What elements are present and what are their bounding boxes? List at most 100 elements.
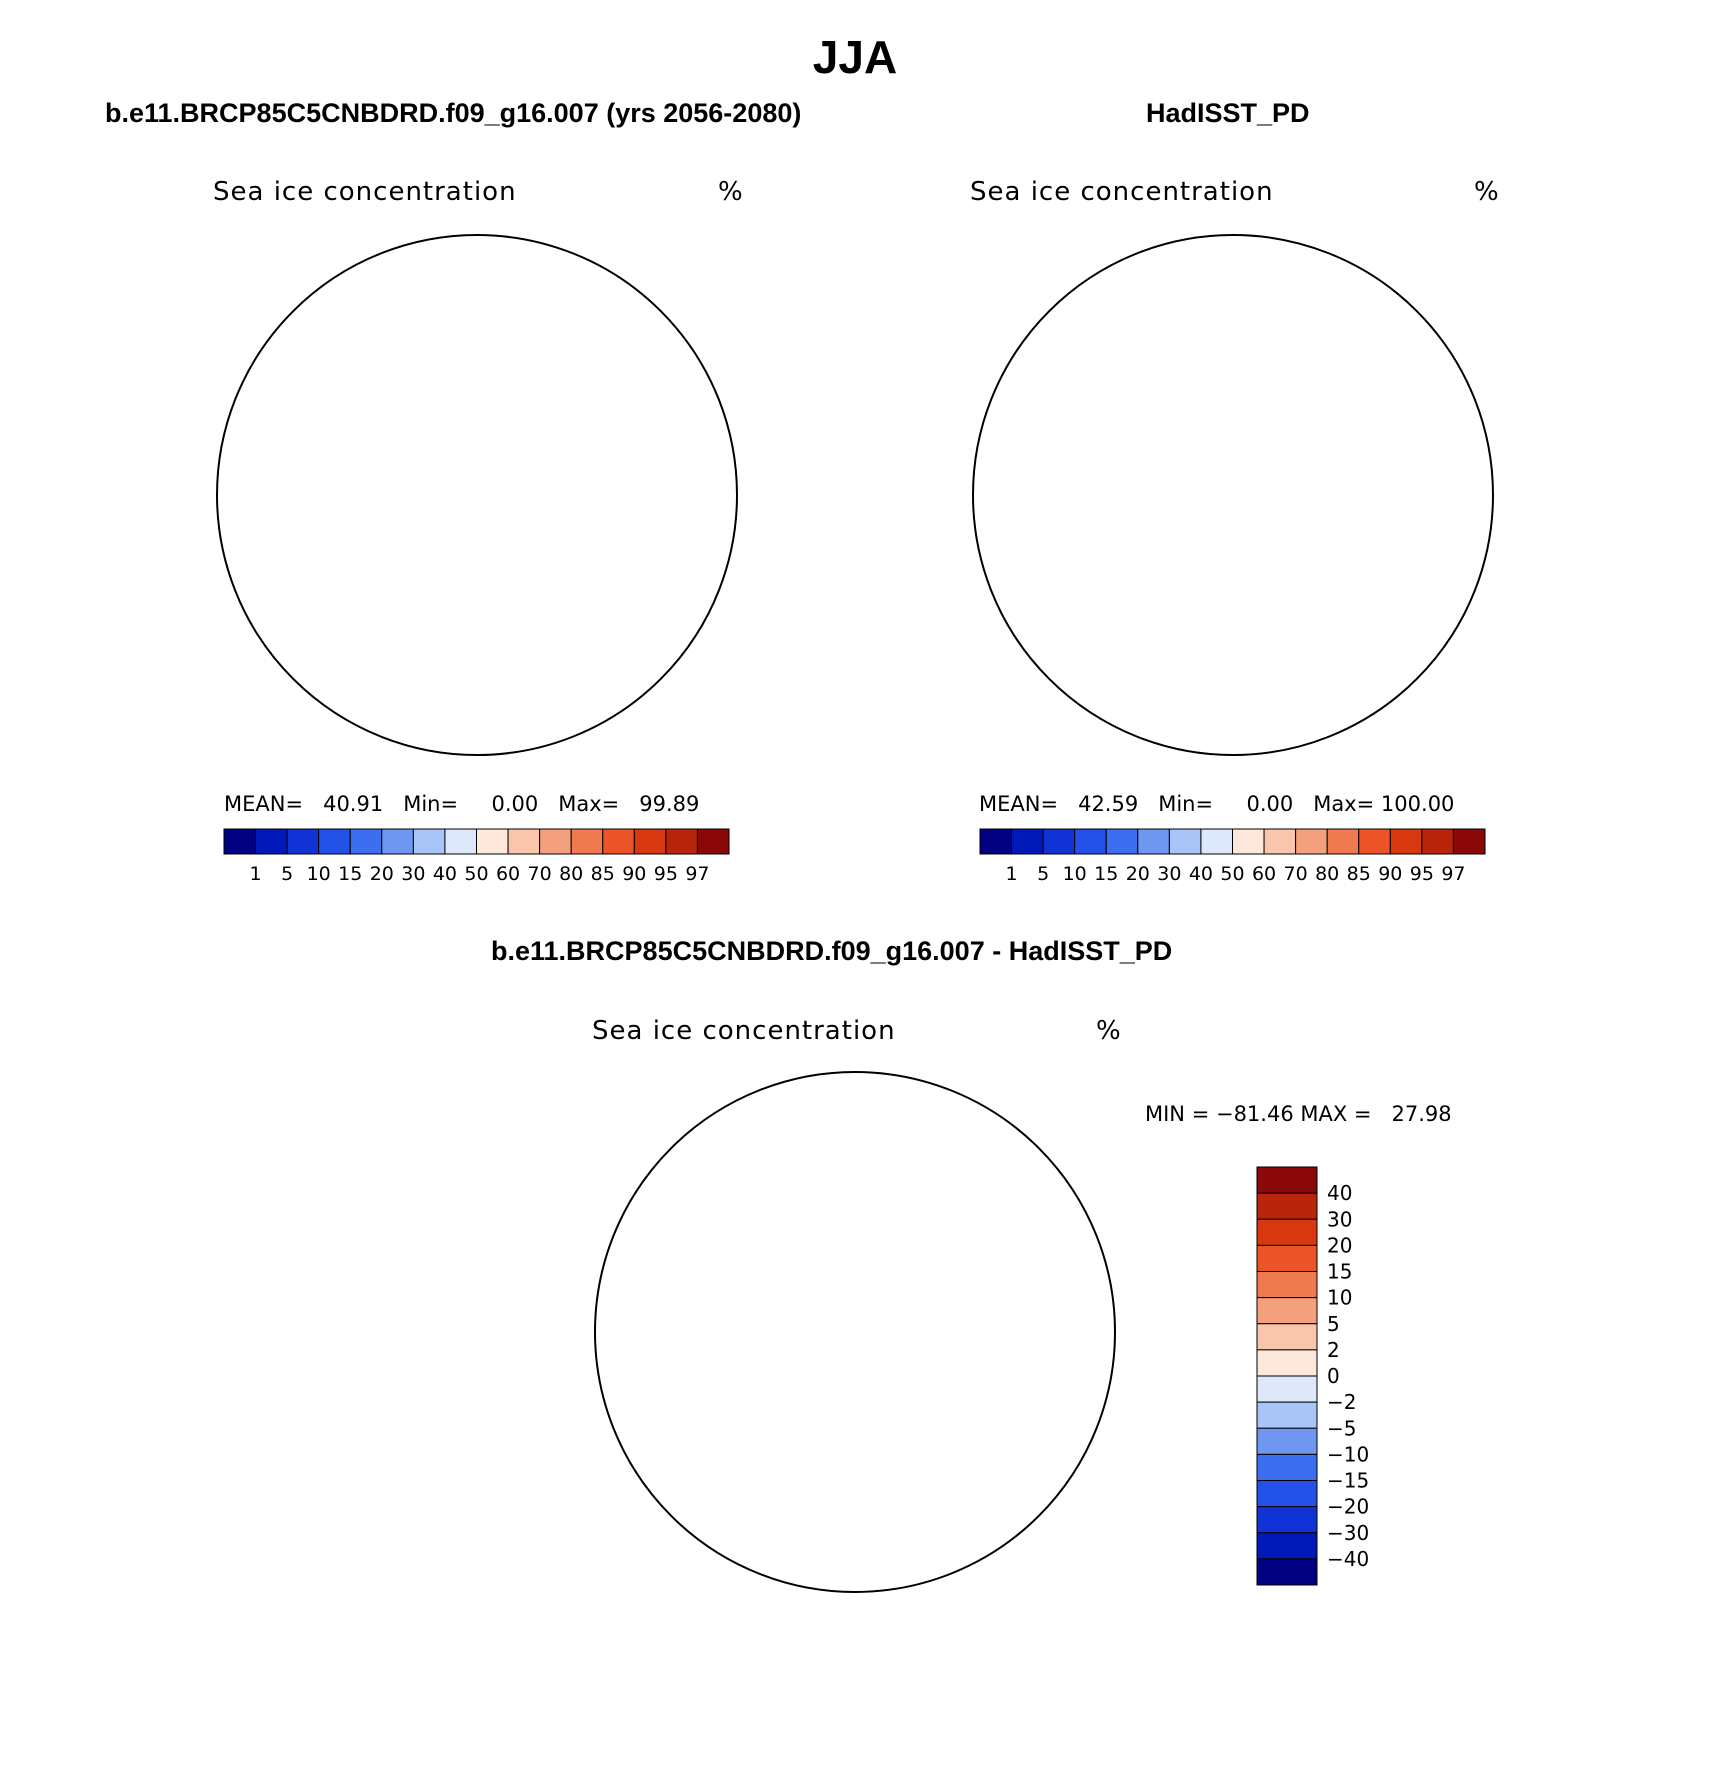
diff-colorbar-tick-label: 10: [1327, 1286, 1352, 1310]
obs-panel-title: HadISST_PD: [1146, 98, 1310, 128]
model-colorbar-box: [349, 828, 383, 855]
obs-colorbar-tick-label: 90: [1378, 863, 1402, 885]
model-colorbar-tick-label: 20: [370, 863, 394, 885]
obs-colorbar-tick-label: 70: [1284, 863, 1308, 885]
obs-colorbar-box: [1421, 828, 1454, 855]
diff-colorbar-box: [1256, 1480, 1318, 1508]
diff-colorbar-tick-label: −15: [1327, 1469, 1369, 1493]
diff-colorbar-box: [1256, 1166, 1318, 1194]
diff-min-max: MIN = −81.46 MAX = 27.98: [1145, 1102, 1452, 1126]
diff-colorbar-tick-label: −5: [1327, 1416, 1356, 1440]
model-colorbar: 1 5 10 15 20 30 40 50 60 70 80 85 90 95 97: [223, 828, 730, 885]
diff-colorbar-box: [1256, 1375, 1318, 1403]
model-colorbar-tick-label: 1: [250, 863, 262, 885]
model-colorbar-tick-label: 70: [528, 863, 552, 885]
obs-colorbar-box: [1042, 828, 1076, 855]
obs-colorbar-tick-label: 97: [1441, 863, 1465, 885]
diff-panel-title: b.e11.BRCP85C5CNBDRD.f09_g16.007 - HadIS…: [491, 936, 1173, 966]
obs-colorbar-tick-label: 20: [1126, 863, 1150, 885]
diff-colorbar-box: [1256, 1558, 1318, 1586]
obs-colorbar-box: [1105, 828, 1139, 855]
model-colorbar-box: [223, 828, 257, 855]
diff-colorbar-box: [1256, 1506, 1318, 1534]
obs-colorbar-box: [1074, 828, 1107, 855]
diff-colorbar-tick-label: 15: [1327, 1260, 1352, 1284]
obs-polar-map: [972, 234, 1494, 756]
obs-colorbar-box: [1295, 828, 1328, 855]
main-title: JJA: [812, 31, 898, 83]
diff-unit-label: %: [1096, 1016, 1121, 1046]
model-colorbar-tick-label: 40: [433, 863, 457, 885]
obs-stats: MEAN= 42.59 Min= 0.00 Max= 100.00: [979, 792, 1455, 816]
diff-colorbar-tick-label: −10: [1327, 1442, 1369, 1466]
model-colorbar-tick-label: 50: [464, 863, 488, 885]
obs-colorbar-tick-label: 95: [1410, 863, 1434, 885]
obs-colorbar-box: [1452, 828, 1486, 855]
model-colorbar-tick-label: 60: [496, 863, 520, 885]
diff-colorbar-tick-label: −2: [1327, 1390, 1356, 1414]
model-colorbar-box: [696, 828, 730, 855]
model-colorbar-box: [476, 828, 509, 855]
obs-colorbar-box: [1263, 828, 1297, 855]
diff-colorbar-box: [1256, 1218, 1318, 1246]
model-colorbar-tick-label: 95: [654, 863, 678, 885]
obs-colorbar-tick-label: 85: [1347, 863, 1371, 885]
diff-variable-label: Sea ice concentration: [592, 1016, 896, 1046]
model-colorbar-box: [665, 828, 698, 855]
model-colorbar-tick-label: 10: [307, 863, 331, 885]
diff-colorbar-box: [1256, 1349, 1318, 1377]
model-colorbar-tick-label: 5: [281, 863, 293, 885]
obs-variable-label: Sea ice concentration: [970, 177, 1274, 207]
model-colorbar-tick-label: 80: [559, 863, 583, 885]
diff-colorbar-tick-label: 40: [1327, 1181, 1352, 1205]
obs-colorbar-tick-label: 50: [1220, 863, 1244, 885]
obs-colorbar-tick-label: 15: [1094, 863, 1118, 885]
diff-colorbar-box: [1256, 1297, 1318, 1325]
model-colorbar-box: [602, 828, 635, 855]
model-colorbar-box: [633, 828, 667, 855]
diff-colorbar-box: [1256, 1271, 1318, 1299]
model-colorbar-tick-label: 85: [591, 863, 615, 885]
model-colorbar-box: [570, 828, 604, 855]
diff-colorbar-tick-label: 30: [1327, 1207, 1352, 1231]
model-colorbar-box: [539, 828, 572, 855]
diff-colorbar-tick-label: −30: [1327, 1521, 1369, 1545]
diff-colorbar-box: [1256, 1532, 1318, 1560]
obs-colorbar-box: [1358, 828, 1391, 855]
model-colorbar-box: [255, 828, 288, 855]
obs-colorbar-box: [1137, 828, 1170, 855]
diff-colorbar-box: [1256, 1244, 1318, 1272]
diff-colorbar-box: [1256, 1453, 1318, 1481]
model-colorbar-tick-label: 15: [338, 863, 362, 885]
model-variable-label: Sea ice concentration: [213, 177, 517, 207]
obs-colorbar-tick-label: 80: [1315, 863, 1339, 885]
model-panel-title: b.e11.BRCP85C5CNBDRD.f09_g16.007 (yrs 20…: [105, 98, 802, 128]
obs-colorbar-tick-label: 10: [1063, 863, 1087, 885]
model-stats: MEAN= 40.91 Min= 0.00 Max= 99.89: [224, 792, 700, 816]
obs-colorbar-tick-label: 40: [1189, 863, 1213, 885]
diff-colorbar-tick-label: 5: [1327, 1312, 1340, 1336]
model-colorbar-tick-label: 97: [685, 863, 709, 885]
obs-colorbar-tick-label: 30: [1157, 863, 1181, 885]
diff-colorbar-tick-label: 20: [1327, 1233, 1352, 1257]
obs-colorbar-box: [979, 828, 1013, 855]
obs-colorbar-box: [1326, 828, 1360, 855]
diff-colorbar-tick-label: −40: [1327, 1547, 1369, 1571]
model-colorbar-tick-label: 90: [622, 863, 646, 885]
model-polar-map: [216, 234, 738, 756]
obs-colorbar-tick-label: 5: [1037, 863, 1049, 885]
model-colorbar-box: [381, 828, 414, 855]
diff-colorbar-tick-label: −20: [1327, 1495, 1369, 1519]
model-colorbar-box: [444, 828, 477, 855]
obs-colorbar: 1 5 10 15 20 30 40 50 60 70 80 85 90 95 97: [979, 828, 1486, 885]
obs-colorbar-box: [1168, 828, 1202, 855]
obs-colorbar-box: [1389, 828, 1423, 855]
model-colorbar-box: [318, 828, 351, 855]
obs-colorbar-tick-label: 60: [1252, 863, 1276, 885]
diff-colorbar-tick-label: 0: [1327, 1364, 1340, 1388]
obs-colorbar-box: [1011, 828, 1044, 855]
model-colorbar-box: [286, 828, 320, 855]
model-colorbar-tick-label: 30: [401, 863, 425, 885]
